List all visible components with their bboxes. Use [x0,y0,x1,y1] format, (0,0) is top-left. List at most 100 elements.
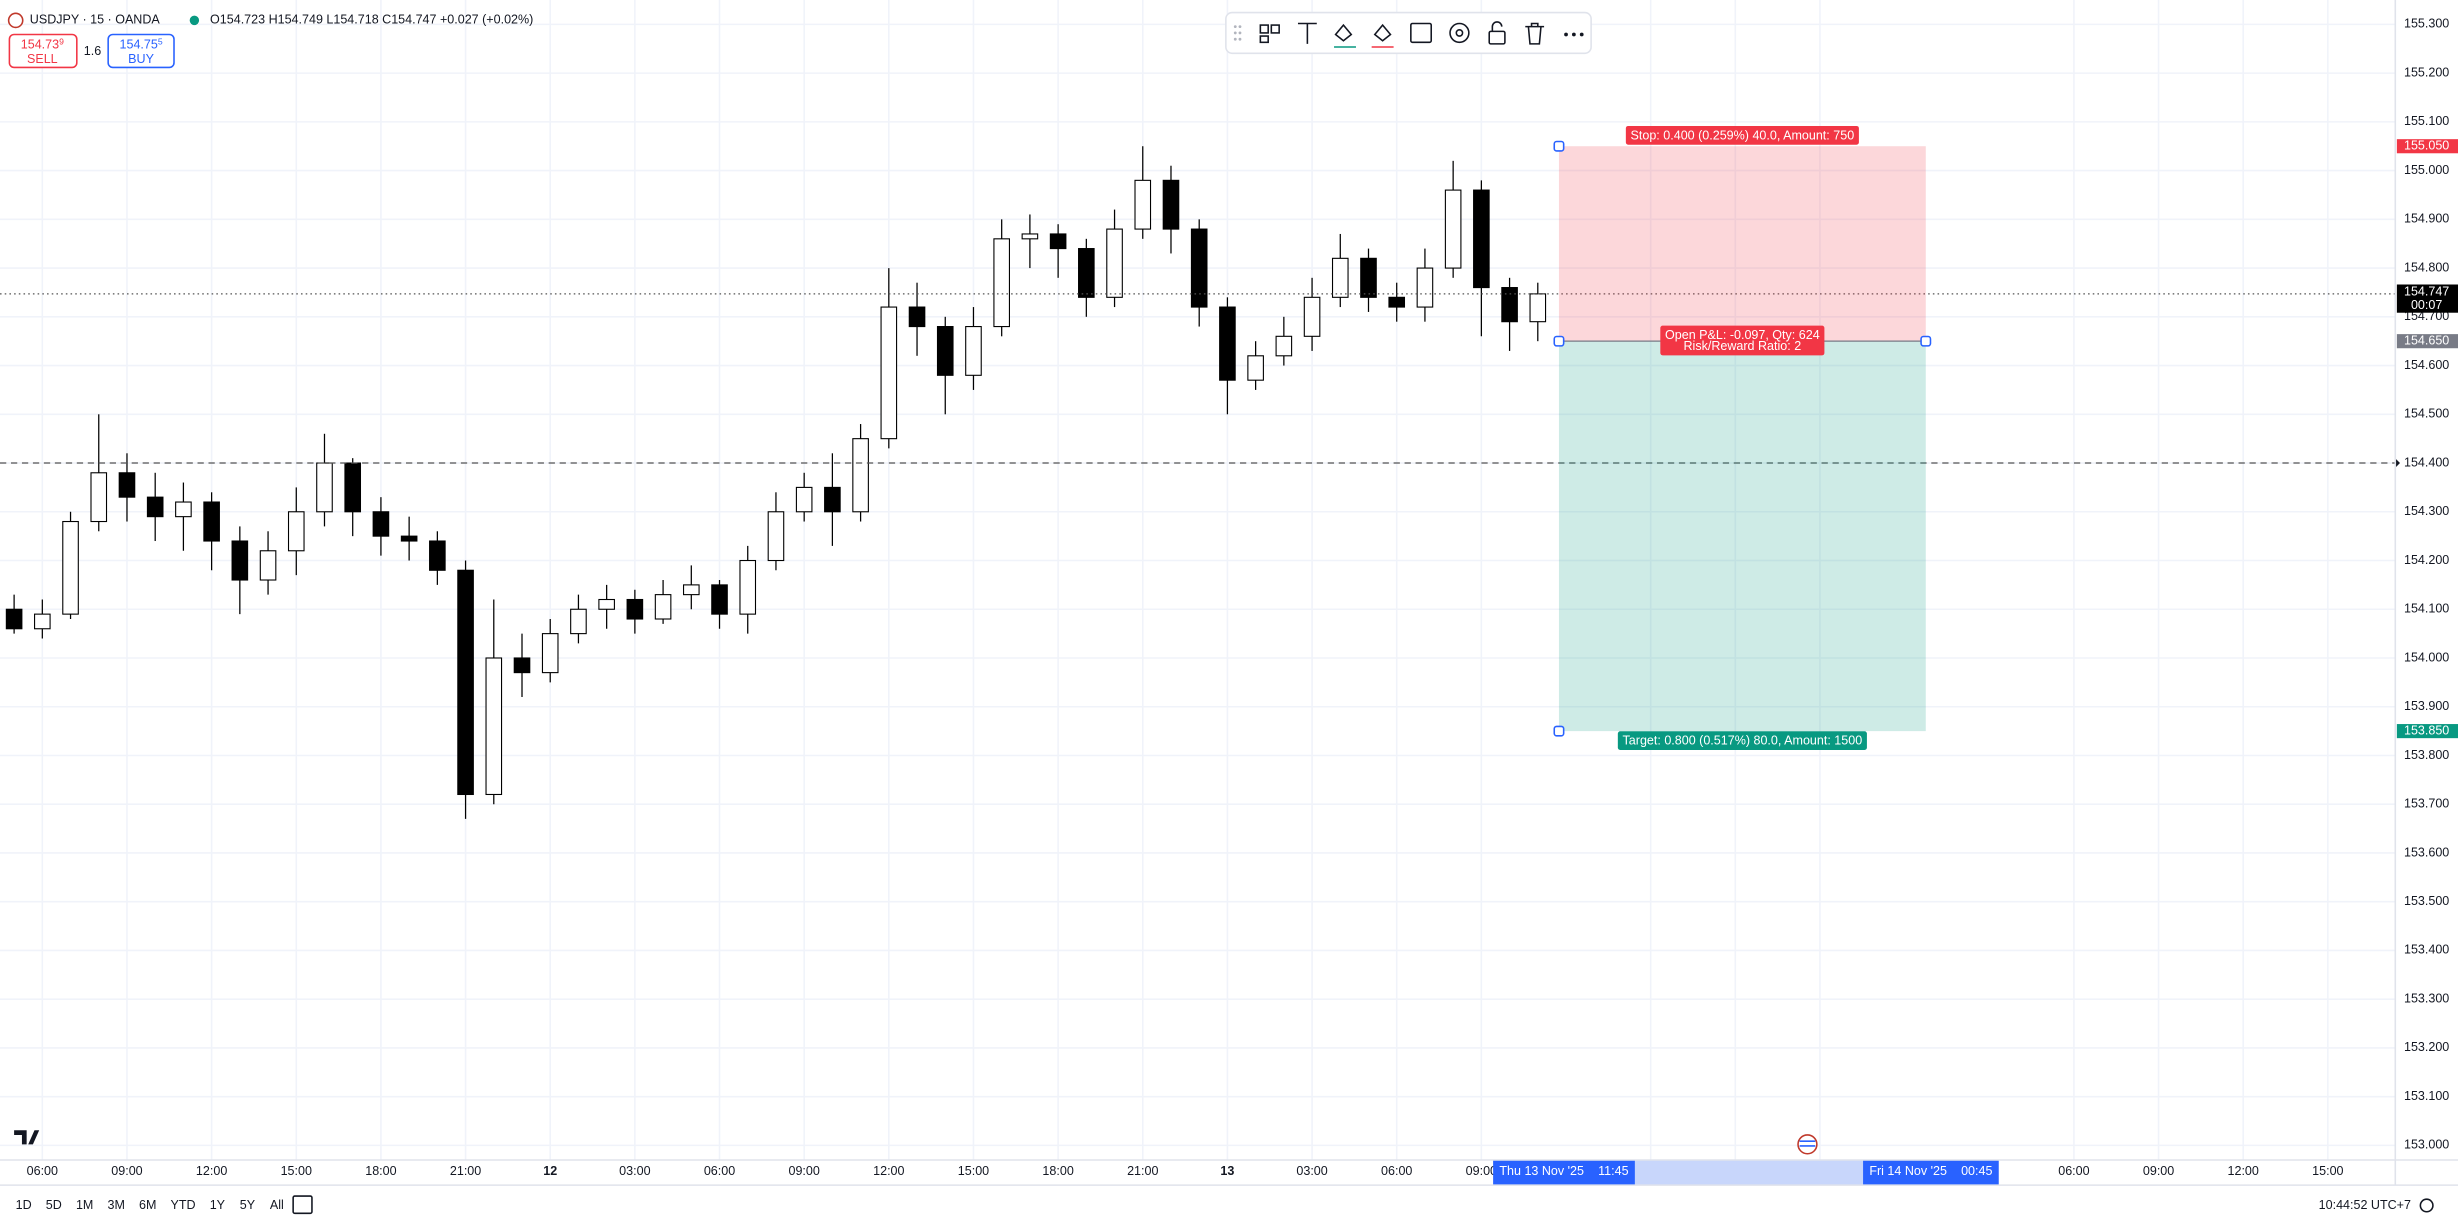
sell-button[interactable] [8,33,78,69]
position-handle[interactable] [1553,335,1565,347]
y-tick-label: 153.800 [2404,748,2449,762]
candle-body [1106,228,1123,298]
range-button[interactable]: 5D [46,1198,62,1212]
x-tick-label: 15:00 [2312,1164,2343,1178]
candle-body [852,438,869,513]
settings-icon[interactable] [1449,22,1470,44]
fill-icon[interactable] [1334,23,1353,42]
clock: 10:44:52 UTC+7 [2319,1198,2411,1212]
candle-body [1444,189,1462,269]
candle-body [1303,296,1321,337]
position-handle[interactable] [1553,725,1565,737]
alert-icon[interactable] [1410,22,1433,44]
candle-body [1078,248,1095,298]
x-tick-label: 03:00 [619,1164,650,1178]
buy-button[interactable] [107,33,175,69]
sell-label[interactable]: SELL [27,52,58,66]
stop-label: Stop: 0.400 (0.259%) 40.0, Amount: 750 [1631,128,1855,142]
range-button[interactable]: 1D [16,1198,32,1212]
candle-body [880,306,898,440]
candle-body [1360,257,1377,298]
candle-body [1247,355,1264,381]
candle-body [570,608,587,635]
entry-axis-label-bg [2396,334,2458,349]
symbol-flag [7,12,24,29]
y-tick-label: 154.800 [2404,260,2449,274]
sell-price[interactable]: 154.739 [21,37,64,52]
candle-body [767,511,785,562]
y-tick-label: 153.000 [2404,1138,2449,1152]
range-button[interactable]: 3M [107,1198,124,1212]
x-tick-label: 12 [543,1164,557,1178]
end-time: 00:45 [1961,1164,1992,1178]
stroke-icon[interactable] [1373,23,1392,42]
x-tick-label: 18:00 [365,1164,396,1178]
tv-logo[interactable] [14,1130,40,1145]
candle-body [344,462,362,513]
range-button[interactable]: 1M [76,1198,93,1212]
buy-price[interactable]: 154.755 [120,37,163,52]
sell-price-sup: 9 [59,37,64,47]
position-handle[interactable] [1920,335,1932,347]
x-tick-label: 15:00 [281,1164,312,1178]
candle-body [400,535,418,542]
symbol-title[interactable]: USDJPY · 15 · OANDA [30,13,161,27]
x-tick-label: 09:00 [1466,1164,1497,1178]
candle-body [682,584,700,596]
candle-body [1331,257,1349,298]
marks-layer [5,146,1547,819]
spread: 1.6 [84,44,101,58]
delete-icon[interactable] [1525,22,1545,45]
y-tick-label: 154.600 [2404,358,2449,372]
x-tick-label: 09:00 [111,1164,142,1178]
x-tick-label: 12:00 [2228,1164,2259,1178]
y-tick-label: 153.100 [2404,1089,2449,1103]
pnl-label: Open P&L: -0.097, Qty: 624 [1665,328,1820,342]
y-tick-label: 153.400 [2404,943,2449,957]
x-tick-label: 12:00 [196,1164,227,1178]
y-tick-label: 155.100 [2404,114,2449,128]
candle-body [1049,233,1067,250]
candle-body [1416,267,1434,308]
candle-body [316,462,333,513]
settings-button[interactable] [2419,1198,2434,1213]
overlay-layer: Stop: 0.400 (0.259%) 40.0, Amount: 750 Ta… [0,125,2458,1186]
range-button[interactable]: All [270,1198,284,1212]
hline-axis-label: 154.400 [2404,455,2449,469]
x-tick-label: 13 [1220,1164,1234,1178]
candle-body [739,559,757,615]
templates-icon-b[interactable] [1270,24,1280,34]
lock-shackle[interactable] [1491,21,1503,32]
candle-body [175,501,192,518]
more-dot[interactable] [1579,32,1584,37]
candle-body [1219,306,1236,381]
stop-axis-label: 155.050 [2404,139,2449,153]
templates-icon[interactable] [1259,24,1269,34]
settings-icon-core[interactable] [1455,29,1464,37]
candle-body [626,598,644,620]
candle-body [287,511,305,552]
more-dot[interactable] [1571,32,1576,37]
lock-icon[interactable] [1488,30,1506,45]
range-button[interactable]: 6M [139,1198,156,1212]
x-tick-label: 06:00 [704,1164,735,1178]
start-time-bg [1493,1160,1635,1186]
position-handle[interactable] [1553,140,1565,152]
x-tick-label: 06:00 [2058,1164,2089,1178]
buy-label[interactable]: BUY [128,52,154,66]
economic-event[interactable] [1797,1134,1818,1155]
range-button[interactable]: 1Y [210,1198,226,1212]
range-button[interactable]: YTD [171,1198,196,1212]
templates-icon-c[interactable] [1259,35,1269,44]
y-tick-label: 153.300 [2404,991,2449,1005]
more-dot[interactable] [1564,32,1568,37]
text-icon[interactable] [1297,22,1317,44]
candle-body [1529,293,1547,323]
date-range-button[interactable] [292,1195,313,1215]
countdown-label: 00:07 [2411,298,2442,312]
range-button[interactable]: 5Y [240,1198,256,1212]
stop-axis-label-bg [2396,139,2458,154]
candle-body [824,486,841,513]
